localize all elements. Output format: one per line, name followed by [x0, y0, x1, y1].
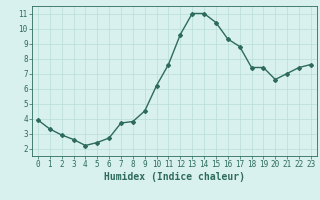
X-axis label: Humidex (Indice chaleur): Humidex (Indice chaleur) — [104, 172, 245, 182]
